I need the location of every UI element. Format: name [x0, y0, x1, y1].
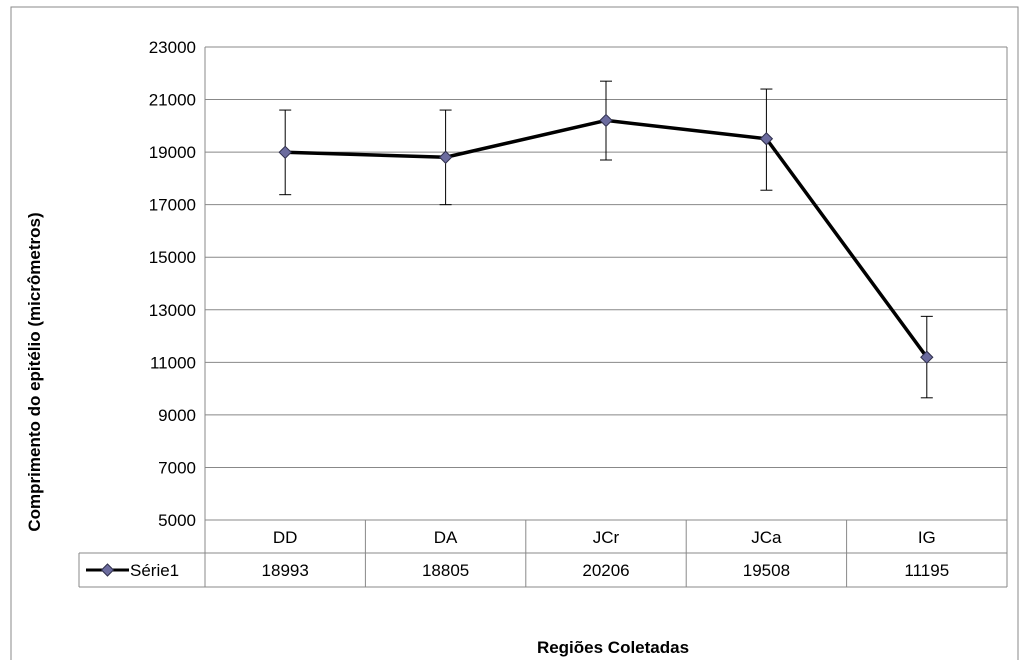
category-label: DD: [273, 528, 298, 547]
data-point: [759, 132, 774, 146]
category-label: IG: [918, 528, 936, 547]
data-point: [278, 145, 292, 160]
data-table-value: 20206: [582, 561, 629, 580]
legend-key-marker: [100, 563, 115, 577]
y-tick-label: 5000: [158, 511, 196, 530]
y-tick-label: 13000: [149, 301, 196, 320]
category-label: JCa: [751, 528, 782, 547]
y-tick-label: 23000: [149, 38, 196, 57]
y-axis-title: Comprimento do epitélio (micrômetros): [25, 212, 44, 531]
series-markers: [278, 113, 934, 364]
y-tick-label: 21000: [149, 91, 196, 110]
data-table-value: 11195: [904, 561, 949, 580]
data-table-value: 18805: [422, 561, 469, 580]
category-label: DA: [434, 528, 458, 547]
data-point: [599, 113, 613, 128]
category-label: JCr: [593, 528, 620, 547]
data-point: [920, 350, 934, 364]
y-tick-label: 15000: [149, 248, 196, 267]
data-table-value: 19508: [743, 561, 790, 580]
x-axis-title: Regiões Coletadas: [537, 638, 689, 657]
legend-series-name: Série1: [130, 561, 179, 580]
y-tick-label: 19000: [149, 143, 196, 162]
y-tick-label: 11000: [150, 353, 196, 372]
data-table-value: 18993: [262, 561, 309, 580]
y-tick-label: 7000: [158, 458, 196, 477]
y-tick-labels: 5000 7000 9000 11000 13000 15000 17000 19000 210…: [149, 38, 196, 530]
y-tick-label: 17000: [149, 196, 196, 215]
data-point: [438, 150, 453, 164]
data-table: DD DA JCr JCa IG Série1 18993 18805 20206 19508 11…: [78, 47, 1008, 588]
y-tick-label: 9000: [158, 406, 196, 425]
